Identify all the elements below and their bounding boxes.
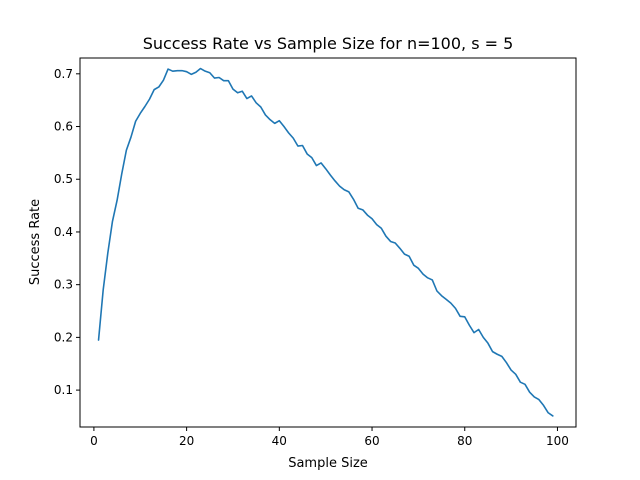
y-tick-label: 0.2 <box>54 330 73 344</box>
x-axis-label: Sample Size <box>288 456 368 471</box>
plot-background <box>80 58 576 427</box>
x-tick-label: 100 <box>546 434 569 448</box>
x-tick-label: 60 <box>364 434 379 448</box>
y-tick-label: 0.3 <box>54 278 73 292</box>
y-tick-label: 0.7 <box>54 67 73 81</box>
axis-ticks: 0 20 40 60 80 100 0.1 0.2 0.3 0.4 0.5 0.6 0.7 <box>54 67 569 448</box>
y-tick-label: 0.1 <box>54 383 73 397</box>
x-tick-label: 20 <box>179 434 194 448</box>
chart-title: Success Rate vs Sample Size for n=100, s… <box>143 34 514 53</box>
x-tick-label: 40 <box>272 434 287 448</box>
x-tick-label: 0 <box>90 434 98 448</box>
y-tick-label: 0.4 <box>54 225 73 239</box>
x-tick-label: 80 <box>457 434 472 448</box>
y-tick-label: 0.6 <box>54 120 73 134</box>
axis-frame <box>79 57 577 428</box>
y-tick-label: 0.5 <box>54 172 73 186</box>
y-axis-label: Success Rate <box>28 199 43 285</box>
series-line <box>97 67 554 417</box>
